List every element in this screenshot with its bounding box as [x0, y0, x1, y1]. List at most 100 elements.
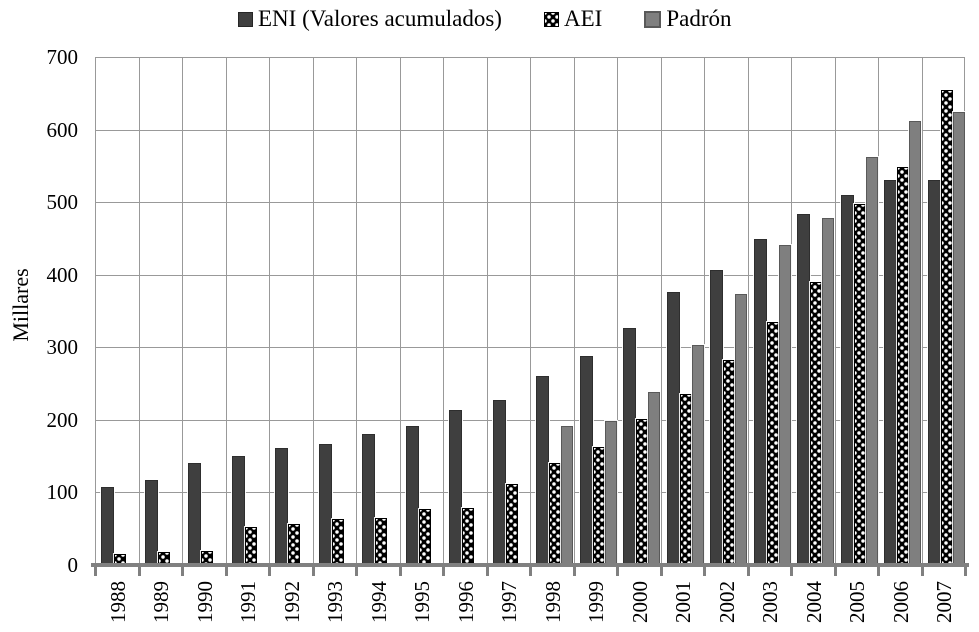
- x-axis-tick: [486, 567, 489, 576]
- x-tick-label: 1998: [540, 581, 565, 623]
- bar-eni-1995: [404, 424, 420, 567]
- y-tick-label: 0: [67, 553, 79, 577]
- legend: ENI (Valores acumulados) AEI Padrón: [238, 6, 731, 32]
- x-axis-tick: [834, 567, 837, 576]
- x-tick-label: 2004: [801, 581, 826, 623]
- bar-eni-1992: [274, 447, 289, 566]
- bar-eni-2002: [709, 269, 724, 566]
- gridline-vertical: [791, 57, 792, 565]
- x-axis-tick: [355, 567, 358, 576]
- x-tick-label: 1992: [279, 581, 304, 623]
- x-tick-label: 1991: [236, 581, 261, 623]
- y-tick-label: 300: [46, 335, 79, 360]
- x-tick-label: 2006: [888, 581, 913, 623]
- bar-aei-2007: [939, 89, 954, 566]
- gridline-vertical: [226, 57, 227, 565]
- legend-item-padron: Padrón: [644, 6, 731, 32]
- legend-item-aei: AEI: [543, 6, 602, 32]
- y-tick-label: 600: [46, 117, 79, 142]
- bar-aei-2001: [678, 393, 693, 566]
- x-axis-line: [91, 563, 969, 567]
- bar-aei-1996: [461, 507, 475, 566]
- gridline-vertical: [617, 57, 618, 565]
- x-tick-label: 2003: [758, 581, 783, 623]
- bar-aei-2003: [765, 320, 780, 567]
- bar-eni-2000: [622, 326, 637, 567]
- gridline-vertical: [878, 57, 879, 565]
- gridline-vertical: [704, 57, 705, 565]
- bar-eni-1990: [187, 461, 202, 567]
- x-axis-tick: [312, 567, 315, 576]
- bar-padrón-2002: [734, 293, 748, 566]
- x-tick-label: 2001: [671, 581, 696, 623]
- bar-padrón-1998: [560, 424, 574, 567]
- x-tick-label: 1995: [410, 581, 435, 623]
- bar-aei-1997: [504, 482, 519, 567]
- y-tick-label: 500: [46, 190, 79, 215]
- bar-aei-1998: [548, 462, 562, 566]
- bar-eni-2004: [796, 213, 811, 566]
- bar-eni-1994: [361, 433, 376, 566]
- plot-area: [95, 57, 966, 567]
- x-axis-tick: [660, 567, 663, 576]
- gridline-vertical: [574, 57, 575, 565]
- bar-padrón-2004: [821, 217, 835, 566]
- gridline-vertical: [95, 57, 96, 565]
- bar-padrón-2000: [647, 391, 661, 566]
- x-tick-label: 1994: [366, 581, 391, 623]
- bar-padrón-2007: [951, 111, 966, 566]
- y-tick-label: 200: [46, 407, 79, 432]
- x-tick-label: 1999: [584, 581, 609, 623]
- bar-padrón-2006: [908, 119, 922, 567]
- x-tick-label: 1996: [453, 581, 478, 623]
- x-axis-tick: [703, 567, 706, 576]
- legend-label-eni: ENI (Valores acumulados): [258, 6, 502, 31]
- aei-swatch-icon: [543, 11, 559, 27]
- x-tick-label: 2007: [932, 581, 957, 623]
- bar-eni-1993: [317, 442, 333, 567]
- gridline-vertical: [661, 57, 662, 565]
- bar-aei-2006: [896, 165, 910, 567]
- bar-aei-2005: [852, 203, 867, 566]
- gridline-vertical: [922, 57, 923, 565]
- y-tick-label: 400: [46, 262, 79, 287]
- bar-eni-2001: [665, 291, 681, 566]
- x-axis-tick: [442, 567, 445, 576]
- bar-aei-1993: [330, 518, 345, 566]
- bar-aei-1994: [374, 516, 388, 567]
- gridline-vertical: [835, 57, 836, 565]
- bar-eni-1996: [448, 409, 463, 566]
- x-tick-label: 1993: [323, 581, 348, 623]
- x-axis-tick: [964, 567, 967, 576]
- x-axis-tick: [921, 567, 924, 576]
- gridline-vertical: [400, 57, 401, 565]
- gridline-vertical: [313, 57, 314, 565]
- padron-swatch-icon: [644, 10, 662, 28]
- gridline-vertical: [269, 57, 270, 565]
- x-axis-tick: [616, 567, 619, 576]
- gridline-vertical: [964, 57, 965, 565]
- legend-item-eni: ENI (Valores acumulados): [238, 6, 502, 32]
- bar-eni-2006: [883, 178, 898, 567]
- eni-swatch-icon: [238, 11, 253, 27]
- x-axis-tick: [399, 567, 402, 576]
- bar-aei-2002: [722, 358, 736, 567]
- bar-eni-1991: [230, 455, 246, 566]
- bar-eni-2003: [752, 238, 768, 566]
- bar-eni-1999: [578, 355, 594, 566]
- gridline-vertical: [487, 57, 488, 565]
- y-tick-label: 700: [46, 45, 79, 69]
- bar-padrón-1999: [603, 420, 618, 566]
- x-axis-tick: [529, 567, 532, 576]
- x-tick-label: 1997: [497, 581, 522, 623]
- gridline-vertical: [182, 57, 183, 565]
- bar-aei-1995: [417, 508, 432, 566]
- gridline-vertical: [356, 57, 357, 565]
- bar-eni-2007: [926, 178, 942, 567]
- x-axis-tick: [573, 567, 576, 576]
- x-tick-label: 1989: [149, 581, 174, 623]
- x-axis-tick: [790, 567, 793, 576]
- bar-aei-1999: [591, 445, 606, 567]
- legend-label-padron: Padrón: [666, 6, 732, 31]
- x-axis-tick: [877, 567, 880, 576]
